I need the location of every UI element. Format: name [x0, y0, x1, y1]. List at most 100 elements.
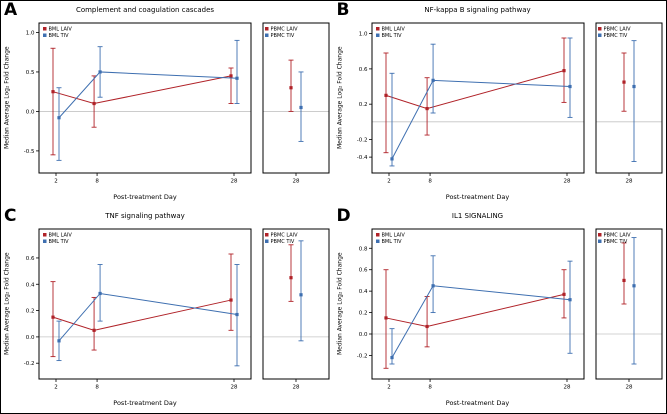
- legend-swatch-bml-tiv: [375, 33, 379, 37]
- panel-c-y-axis-label: Median Average Log₂ Fold Change: [3, 252, 11, 356]
- data-point: [289, 86, 293, 90]
- legend-swatch-bml-laiv: [375, 27, 379, 31]
- side-plot-border: [262, 22, 330, 174]
- legend-label-bml-tiv: BML TIV: [49, 33, 70, 39]
- panel-d-x-axis-label: Post-treatment Day: [445, 399, 510, 407]
- data-point: [235, 76, 239, 80]
- side-series-pbmc-tiv: [298, 71, 304, 142]
- y-tick-label: 0.8: [358, 246, 367, 252]
- main-plot-border: [38, 228, 252, 380]
- panel-a-letter: A: [4, 1, 18, 20]
- data-point: [567, 84, 572, 89]
- data-point: [631, 84, 636, 89]
- panel-b-x-axis-label: Post-treatment Day: [445, 193, 510, 201]
- series-bml-laiv: [50, 253, 234, 358]
- y-tick-label: 0.4: [358, 289, 367, 295]
- series-line: [52, 75, 232, 105]
- data-point: [430, 284, 435, 288]
- data-point: [389, 355, 394, 360]
- legend-label-bml-laiv: BML LAIV: [381, 232, 405, 238]
- legend-swatch-bml-laiv: [375, 233, 379, 237]
- panel-a-title: Complement and coagulation cascades: [75, 6, 215, 14]
- main-plot-border: [38, 22, 252, 174]
- series-bml-laiv: [383, 269, 566, 369]
- legend-label-pbmc-laiv: PBMC LAIV: [271, 232, 299, 238]
- legend-swatch-bml-laiv: [43, 233, 47, 237]
- data-point: [389, 157, 394, 161]
- panel-d-letter: D: [336, 207, 351, 226]
- x-tick-label: 2: [54, 385, 58, 391]
- data-point: [430, 78, 435, 82]
- legend-swatch-pbmc-tiv: [597, 33, 601, 37]
- legend-swatch-pbmc-tiv: [265, 33, 269, 37]
- panel-b-y-axis-label: Median Average Log₂ Fold Change: [336, 46, 343, 150]
- data-point: [631, 284, 636, 288]
- y-tick-label: 0.5: [26, 70, 35, 76]
- x-tick-label: 8: [428, 385, 432, 391]
- y-tick-label: 0.2: [358, 102, 367, 108]
- series-bml-laiv: [50, 47, 234, 156]
- side-series-pbmc-laiv: [288, 244, 294, 302]
- axes: -0.20.00.20.40.62 8 28 28: [24, 256, 300, 391]
- side-series-pbmc-laiv: [621, 52, 626, 112]
- data-point: [621, 80, 626, 84]
- legend-label-pbmc-tiv: PBMC TIV: [271, 239, 295, 245]
- y-tick-label: -0.2: [356, 353, 367, 359]
- legend-label-pbmc-tiv: PBMC TIV: [603, 33, 627, 39]
- y-tick-label: -0.5: [24, 149, 35, 155]
- y-tick-label: 1.0: [358, 32, 367, 38]
- panel-d-y-axis-label: Median Average Log₂ Fold Change: [336, 252, 343, 356]
- y-tick-label: 0.6: [358, 67, 367, 73]
- data-point: [299, 105, 303, 110]
- legend-swatch-pbmc-laiv: [597, 27, 601, 31]
- series-line: [52, 299, 232, 331]
- side-series-pbmc-tiv: [631, 237, 636, 365]
- side-series-pbmc-laiv: [288, 59, 294, 112]
- legend-swatch-pbmc-laiv: [265, 233, 269, 237]
- data-point: [92, 328, 96, 332]
- data-point: [92, 101, 96, 106]
- y-tick-label: 0.2: [26, 309, 35, 315]
- y-tick-label: 0.0: [358, 332, 367, 338]
- legend-swatch-pbmc-laiv: [597, 233, 601, 237]
- data-point: [235, 312, 239, 317]
- panel-d: D IL1 SIGNALING Median Average Log₂ Fold…: [334, 207, 666, 413]
- y-tick-label: 0.0: [26, 109, 35, 115]
- series-line: [58, 71, 238, 119]
- side-plot-border: [595, 22, 662, 174]
- x-tick-label: 28: [231, 179, 238, 185]
- data-point: [424, 324, 429, 329]
- y-tick-label: 0.4: [26, 282, 35, 288]
- x-tick-label: 2: [387, 179, 391, 185]
- main-plot-border: [371, 22, 584, 174]
- y-tick-label: 0.2: [358, 311, 367, 317]
- side-series-pbmc-laiv: [621, 242, 626, 305]
- side-x-tick-label: 28: [293, 385, 300, 391]
- x-tick-label: 2: [387, 385, 391, 391]
- axes: -0.50.00.51.02 8 28 28: [24, 30, 300, 184]
- series-bml-tiv: [389, 37, 572, 167]
- y-tick-label: 1.0: [26, 30, 35, 36]
- legend-swatch-pbmc-tiv: [597, 239, 601, 243]
- panel-a-y-axis-label: Median Average Log₂ Fold Change: [3, 46, 11, 150]
- side-x-tick-label: 28: [625, 385, 632, 391]
- legend-label-pbmc-laiv: PBMC LAIV: [603, 232, 631, 238]
- x-tick-label: 28: [231, 385, 238, 391]
- data-point: [57, 116, 61, 120]
- panel-b: B NF-kappa B signaling pathway Median Av…: [334, 1, 666, 207]
- data-point: [299, 293, 303, 297]
- legend-swatch-pbmc-tiv: [265, 239, 269, 243]
- panel-a: A Complement and coagulation cascades Me…: [1, 1, 333, 207]
- series-line: [58, 292, 238, 342]
- axes: -0.4-0.20.20.61.02 8 28 28: [356, 32, 632, 185]
